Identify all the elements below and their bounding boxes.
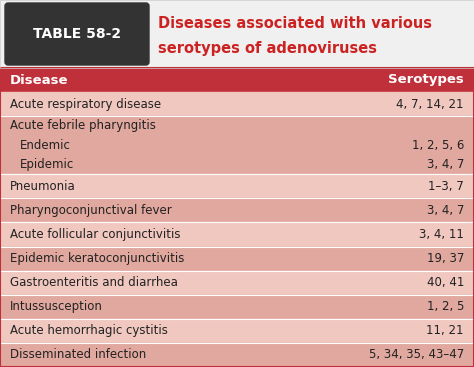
Text: Acute respiratory disease: Acute respiratory disease (10, 98, 161, 110)
Text: 19, 37: 19, 37 (427, 252, 464, 265)
Bar (0, 222, 474, 247)
FancyBboxPatch shape (5, 3, 149, 65)
Text: Intussusception: Intussusception (10, 300, 103, 313)
Text: Disseminated infection: Disseminated infection (10, 348, 146, 361)
Text: 3, 4, 7: 3, 4, 7 (427, 204, 464, 217)
Text: Disease: Disease (10, 73, 69, 87)
Bar (0, 0, 474, 68)
Text: 1–3, 7: 1–3, 7 (428, 180, 464, 193)
Text: Pharyngoconjunctival fever: Pharyngoconjunctival fever (10, 204, 172, 217)
Text: Gastroenteritis and diarrhea: Gastroenteritis and diarrhea (10, 276, 178, 289)
Bar (0, 68, 474, 92)
Text: Pneumonia: Pneumonia (10, 180, 76, 193)
Bar (0, 270, 474, 295)
Text: 5, 34, 35, 43–47: 5, 34, 35, 43–47 (369, 348, 464, 361)
Bar (0, 343, 474, 367)
Bar (0, 0, 474, 68)
Bar (0, 319, 474, 343)
Text: Epidemic keratoconjunctivitis: Epidemic keratoconjunctivitis (10, 252, 184, 265)
Text: serotypes of adenoviruses: serotypes of adenoviruses (158, 41, 377, 57)
Bar (0, 92, 474, 116)
Bar (0, 116, 474, 174)
Text: 4, 7, 14, 21: 4, 7, 14, 21 (396, 98, 464, 110)
Text: 1, 2, 5: 1, 2, 5 (427, 300, 464, 313)
Bar (0, 68, 474, 367)
Text: 3, 4, 7: 3, 4, 7 (427, 158, 464, 171)
Text: Diseases associated with various: Diseases associated with various (158, 16, 432, 31)
Text: Endemic: Endemic (20, 139, 71, 152)
Bar (0, 174, 474, 199)
Text: Acute febrile pharyngitis: Acute febrile pharyngitis (10, 119, 156, 132)
Text: TABLE 58-2: TABLE 58-2 (33, 27, 121, 41)
Text: Epidemic: Epidemic (20, 158, 74, 171)
Bar (0, 199, 474, 222)
Text: 1, 2, 5, 6: 1, 2, 5, 6 (411, 139, 464, 152)
Text: 3, 4, 11: 3, 4, 11 (419, 228, 464, 241)
Text: Serotypes: Serotypes (388, 73, 464, 87)
Bar (0, 247, 474, 270)
Text: 40, 41: 40, 41 (427, 276, 464, 289)
Text: Acute hemorrhagic cystitis: Acute hemorrhagic cystitis (10, 324, 168, 337)
Text: Acute follicular conjunctivitis: Acute follicular conjunctivitis (10, 228, 181, 241)
Text: 11, 21: 11, 21 (427, 324, 464, 337)
Bar (0, 295, 474, 319)
